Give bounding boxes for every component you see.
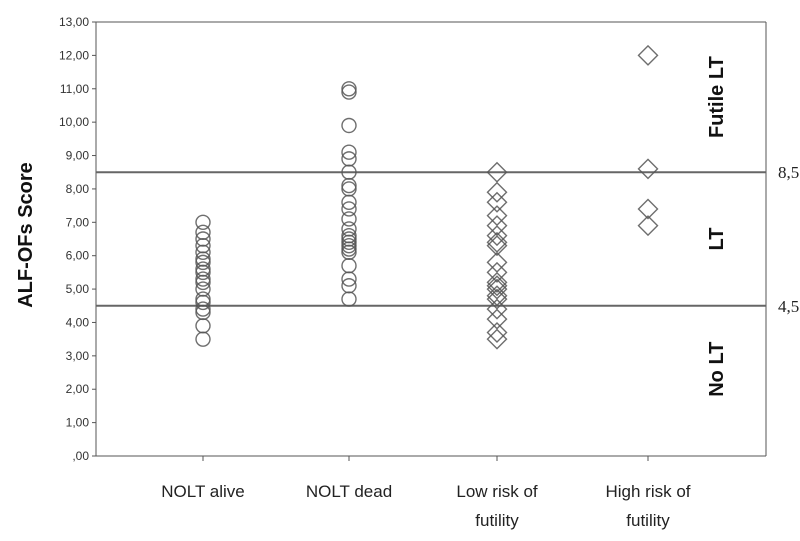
diamond-point <box>637 198 659 220</box>
y-tick-label: ,00 <box>72 449 89 463</box>
y-tick-label: 5,00 <box>66 282 90 296</box>
circle-point <box>341 211 357 227</box>
circle-point <box>195 224 211 241</box>
diamond-point <box>486 288 508 310</box>
circle-point <box>195 261 211 277</box>
diamond-point <box>486 235 508 257</box>
diamond-point <box>486 225 508 247</box>
circle-point <box>195 301 211 317</box>
data-points <box>195 44 659 350</box>
circle-point <box>195 231 211 247</box>
diamond-point <box>637 44 659 66</box>
circle-point <box>341 151 357 167</box>
diamond-point <box>486 181 508 203</box>
circle-point <box>341 181 357 197</box>
diamond-point <box>486 215 508 237</box>
diamond-point <box>637 215 659 237</box>
diamond-point <box>486 298 508 320</box>
y-axis: ,00 1,00 2,00 3,00 4,00 5,00 6,00 7,00 8,00 9,00 1… <box>59 15 96 463</box>
x-category-label: High risk of <box>605 482 690 501</box>
diamond-point <box>486 191 508 213</box>
circle-point <box>195 291 211 307</box>
x-category-label: futility <box>626 511 670 530</box>
circle-point <box>195 281 211 297</box>
y-tick-label: 10,00 <box>59 115 89 129</box>
y-tick-label: 13,00 <box>59 15 89 29</box>
x-category-label: NOLT alive <box>161 482 244 501</box>
y-tick-label: 1,00 <box>66 416 90 430</box>
y-tick-label: 6,00 <box>66 249 90 263</box>
y-tick-label: 8,00 <box>66 182 90 196</box>
diamond-point <box>486 271 508 293</box>
circle-point <box>341 144 357 160</box>
diamond-point <box>486 275 508 297</box>
diamond-point <box>637 158 659 180</box>
y-tick-label: 7,00 <box>66 215 90 229</box>
circle-point <box>195 271 211 287</box>
circle-point <box>341 84 357 100</box>
diamond-point <box>486 308 508 330</box>
circle-point <box>341 237 357 254</box>
y-tick-label: 3,00 <box>66 349 90 363</box>
y-tick-label: 2,00 <box>66 382 90 396</box>
circle-point <box>341 227 357 244</box>
x-category-label: NOLT dead <box>306 482 392 501</box>
zone-labels: Futile LT LT No LT <box>706 56 728 397</box>
plot-frame <box>95 21 767 457</box>
x-category-label: futility <box>475 511 519 530</box>
diamond-point <box>486 161 508 183</box>
diamond-point <box>486 251 508 273</box>
diamond-point <box>486 261 508 283</box>
circle-point <box>195 254 211 271</box>
circle-point <box>341 81 357 97</box>
circle-point <box>195 214 211 231</box>
y-tick-label: 11,00 <box>60 82 89 96</box>
y-tick-label: 9,00 <box>66 149 90 163</box>
x-category-label: Low risk of <box>456 482 538 501</box>
circle-point <box>341 221 357 237</box>
circle-point <box>341 278 357 294</box>
circle-point <box>341 201 357 217</box>
zone-label: Futile LT <box>706 56 728 138</box>
diamond-point <box>486 321 508 343</box>
y-axis-label: ALF-OFs Score <box>15 162 37 308</box>
zone-label: LT <box>706 228 728 251</box>
zone-label: No LT <box>706 342 728 397</box>
y-tick-label: 12,00 <box>59 48 89 62</box>
threshold-label: 8,5 <box>778 163 799 182</box>
diamond-point <box>486 205 508 227</box>
threshold-label: 4,5 <box>778 297 799 316</box>
circle-point <box>341 231 357 247</box>
x-axis: NOLT alive NOLT dead Low risk of futility Hi… <box>161 456 691 530</box>
y-tick-label: 4,00 <box>66 315 90 329</box>
circle-point <box>341 117 357 134</box>
